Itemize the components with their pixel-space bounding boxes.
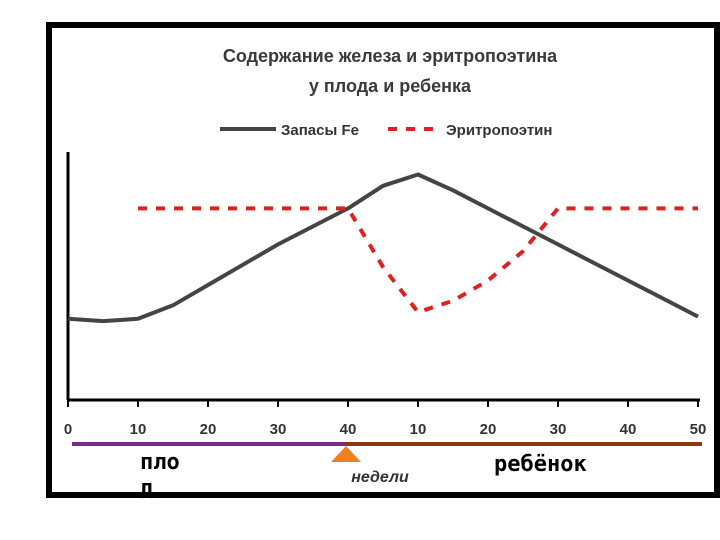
x-ticks: 0 10 20 30 40 10 20 30 40 50 <box>64 400 707 438</box>
x-tick-label: 40 <box>340 421 357 438</box>
series-line-fe <box>67 172 699 324</box>
chart-title-line-1: Содержание железа и эритропоэтина <box>223 46 558 66</box>
x-tick-label: 0 <box>64 421 72 438</box>
x-tick-label: 10 <box>410 421 427 438</box>
legend-label-epo: Эритропоэтин <box>446 122 552 139</box>
fetus-label-line: пло <box>140 450 180 475</box>
legend-label-fe: Запасы Fe <box>281 122 359 139</box>
series-layer <box>67 172 699 324</box>
birth-marker-icon <box>331 446 361 462</box>
x-tick-label: 10 <box>130 421 147 438</box>
x-tick-label: 30 <box>550 421 567 438</box>
series-line-epo <box>138 206 698 315</box>
child-phase-label: ребёнок <box>494 452 587 477</box>
x-tick-label: 20 <box>480 421 497 438</box>
fetus-label-line: д <box>140 476 153 501</box>
plot-area <box>52 28 714 492</box>
x-tick-label: 40 <box>620 421 637 438</box>
fetus-phase-label: пло д <box>140 450 180 501</box>
x-tick-label: 50 <box>690 421 707 438</box>
chart-title-line-2: у плода и ребенка <box>309 76 472 96</box>
x-tick-label: 20 <box>200 421 217 438</box>
x-tick-label: 30 <box>270 421 287 438</box>
x-axis-units-label: недели <box>351 469 409 486</box>
